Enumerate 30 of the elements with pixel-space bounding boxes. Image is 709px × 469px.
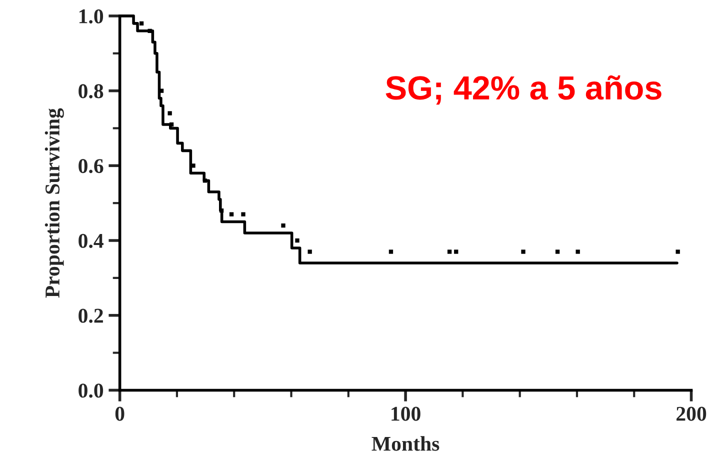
point: [229, 212, 234, 216]
point: [139, 21, 144, 26]
point: [281, 223, 286, 228]
y-tick-label: 0.8: [78, 84, 104, 98]
annotation: SG; 42% a 5 años: [386, 75, 662, 105]
x-tick-label: 200: [676, 406, 706, 421]
y-tick-label: 1.0: [79, 9, 104, 24]
point: [676, 250, 680, 254]
point: [576, 250, 580, 254]
x-tick-label: 100: [392, 406, 420, 421]
point: [388, 250, 394, 254]
y-tick-label: 0.0: [78, 384, 104, 398]
point: [447, 250, 452, 254]
point: [169, 122, 174, 127]
y-tick-label: 0.6: [78, 159, 104, 174]
x-tick-label: 0: [115, 406, 124, 421]
y-tick-label: 0.4: [78, 234, 104, 248]
point: [454, 250, 458, 254]
point: [308, 250, 312, 254]
point: [168, 111, 172, 116]
y-axis-title: Proportion Surviving: [44, 108, 64, 298]
y-tick-label: 0.2: [78, 308, 103, 323]
x-axis-title: Months: [372, 436, 440, 451]
point: [555, 250, 560, 254]
point: [202, 178, 208, 183]
point: [295, 238, 300, 243]
point: [521, 250, 526, 254]
point: [148, 28, 152, 33]
point: [219, 208, 224, 213]
point: [241, 212, 246, 216]
